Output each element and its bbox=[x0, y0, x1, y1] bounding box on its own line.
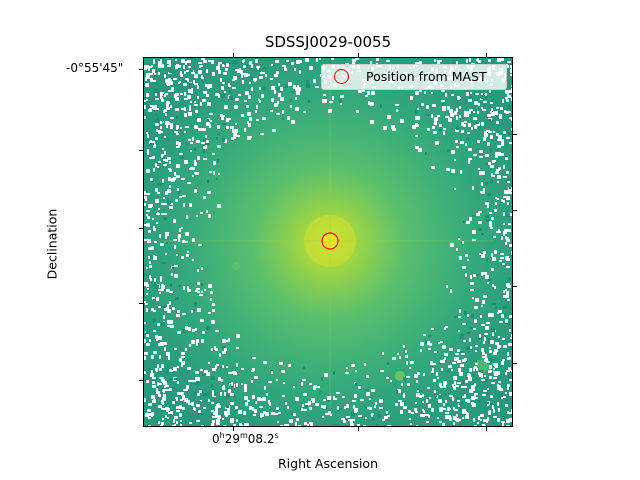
sky-image bbox=[144, 58, 512, 426]
y-tick bbox=[139, 380, 143, 381]
legend-label: Position from MAST bbox=[366, 69, 487, 84]
source-blob bbox=[475, 359, 489, 373]
legend: Position from MAST bbox=[321, 64, 507, 90]
galaxy-center bbox=[321, 232, 339, 250]
x-tick bbox=[233, 427, 234, 431]
y-tick bbox=[139, 150, 143, 151]
x-tick bbox=[358, 427, 359, 431]
y-tick bbox=[139, 303, 143, 304]
x-top-tick bbox=[486, 53, 487, 57]
x-top-tick bbox=[358, 53, 359, 57]
y-tick bbox=[139, 228, 143, 229]
sky-image-frame bbox=[143, 57, 513, 427]
target-position-marker bbox=[321, 232, 339, 250]
x-axis-label: Right Ascension bbox=[278, 456, 378, 471]
source-blob bbox=[232, 262, 240, 270]
y-right-tick bbox=[513, 286, 517, 287]
x-top-tick bbox=[233, 53, 234, 57]
legend-circle-icon bbox=[334, 69, 349, 84]
y-right-tick bbox=[513, 363, 517, 364]
y-right-tick bbox=[513, 210, 517, 211]
y-tick-label: -0°55'45" bbox=[66, 61, 124, 75]
y-right-tick bbox=[513, 134, 517, 135]
y-tick bbox=[139, 69, 143, 70]
background-noise-pixels bbox=[144, 58, 512, 426]
y-axis-label: Declination bbox=[44, 208, 60, 280]
plot-title: SDSSJ0029-0055 bbox=[264, 33, 392, 51]
source-blob bbox=[395, 371, 405, 381]
x-tick-label: 0h29m08.2s bbox=[212, 431, 279, 446]
x-tick bbox=[486, 427, 487, 431]
